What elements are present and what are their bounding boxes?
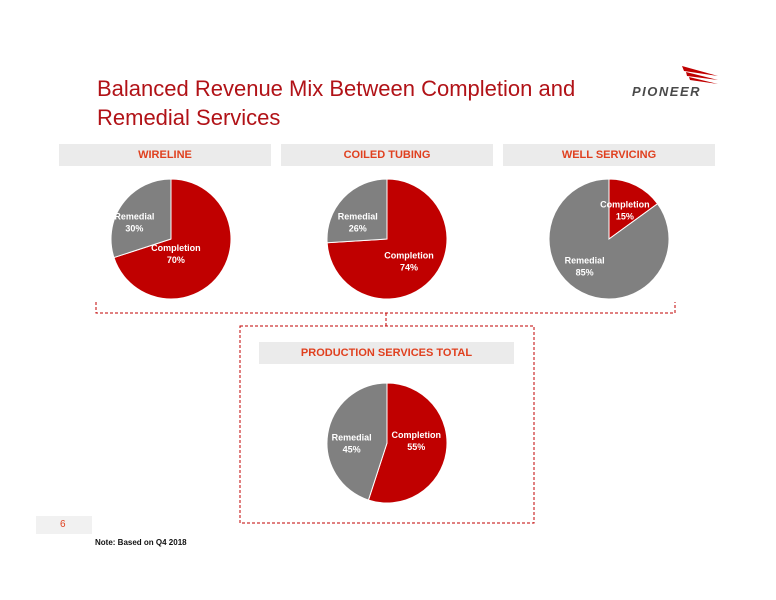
pie-slice-completion	[113, 178, 232, 300]
pie-slice-remedial	[548, 178, 670, 300]
slide-title-line2: Remedial Services	[97, 105, 281, 130]
slice-label-completion: Completion	[151, 243, 201, 253]
slice-label-remedial: Remedial	[338, 211, 378, 221]
slice-value-remedial: 30%	[125, 223, 143, 233]
slice-label-remedial: Remedial	[565, 255, 605, 265]
pioneer-logo-text: PIONEER	[632, 84, 702, 99]
slice-value-remedial: 45%	[343, 445, 361, 455]
production-total-header: PRODUCTION SERVICES TOTAL	[259, 342, 514, 364]
pie-slice-remedial	[110, 178, 172, 259]
slice-label-completion: Completion	[600, 199, 650, 209]
pie-slice-remedial	[326, 178, 388, 244]
pie-coiled-tubing: Completion 74% Remedial 26%	[326, 178, 448, 300]
slice-value-completion: 15%	[616, 211, 634, 221]
pie-slice-completion	[367, 382, 448, 504]
slice-label-remedial: Remedial	[332, 433, 372, 443]
pie-production-total: Completion 55% Remedial 45%	[326, 382, 448, 504]
slice-value-completion: 55%	[407, 442, 425, 452]
slide-title: Balanced Revenue Mix Between Completion …	[97, 74, 597, 132]
slice-label-completion: Completion	[384, 251, 434, 261]
bracket-lines	[95, 302, 676, 524]
slice-value-completion: 74%	[400, 263, 418, 273]
pie-slice-completion	[608, 178, 659, 240]
slide-title-line1: Balanced Revenue Mix Between Completion …	[97, 76, 576, 101]
slice-label-completion: Completion	[392, 430, 442, 440]
slice-label-remedial: Remedial	[114, 211, 154, 221]
pie-well-servicing: Completion 15% Remedial 85%	[548, 178, 670, 300]
pie-wireline: Completion 70% Remedial 30%	[110, 178, 232, 300]
slice-value-remedial: 85%	[576, 267, 594, 277]
slice-value-completion: 70%	[167, 255, 185, 265]
coiled-tubing-header: COILED TUBING	[281, 144, 493, 166]
slice-value-remedial: 26%	[349, 223, 367, 233]
footnote: Note: Based on Q4 2018	[95, 538, 187, 547]
wireline-header: WIRELINE	[59, 144, 271, 166]
pioneer-logo-mark	[682, 66, 718, 84]
well-servicing-header: WELL SERVICING	[503, 144, 715, 166]
page-number: 6	[36, 516, 92, 534]
pie-slice-remedial	[326, 382, 388, 501]
